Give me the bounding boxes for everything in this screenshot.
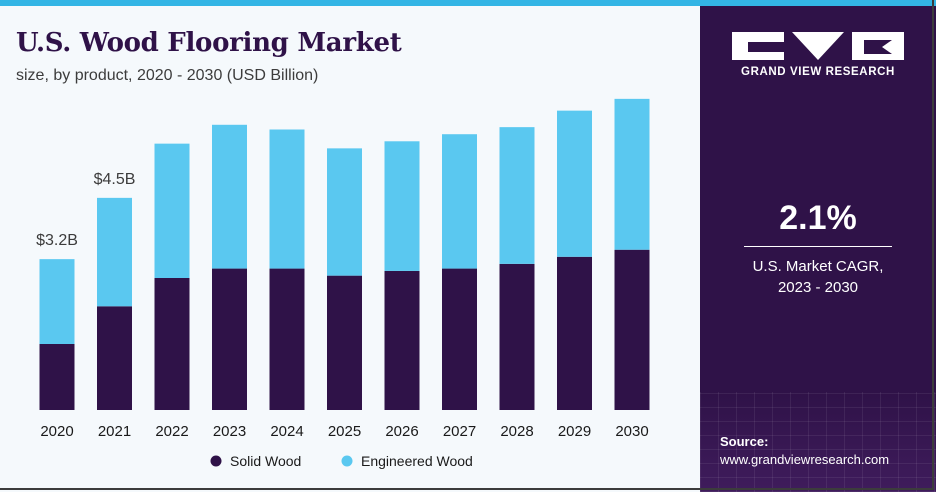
bar-solid-wood-2030 xyxy=(614,249,650,410)
x-tick-label-2020: 2020 xyxy=(40,423,73,440)
bar-engineered-wood-2028 xyxy=(499,127,535,264)
chart-title: U.S. Wood Flooring Market xyxy=(16,28,402,58)
side-panel: GRAND VIEW RESEARCH 2.1% U.S. Market CAG… xyxy=(700,6,936,492)
decorative-grid-floor xyxy=(700,392,936,492)
bar-engineered-wood-2025 xyxy=(327,148,362,276)
bar-engineered-wood-2029 xyxy=(557,110,592,257)
bar-solid-wood-2029 xyxy=(557,256,592,410)
bar-engineered-wood-2027 xyxy=(442,134,477,269)
x-tick-label-2029: 2029 xyxy=(558,423,591,440)
x-tick-label-2023: 2023 xyxy=(213,423,246,440)
bar-solid-wood-2025 xyxy=(327,275,362,410)
data-label-2021: $4.5B xyxy=(94,171,136,188)
bar-engineered-wood-2023 xyxy=(212,124,247,269)
bar-engineered-wood-2022 xyxy=(154,143,190,278)
bar-solid-wood-2022 xyxy=(154,278,190,410)
x-tick-label-2024: 2024 xyxy=(270,423,303,440)
bar-solid-wood-2020 xyxy=(39,344,75,410)
chart-panel: U.S. Wood Flooring Market size, by produ… xyxy=(0,6,700,492)
x-tick-label-2028: 2028 xyxy=(500,423,533,440)
bar-engineered-wood-2026 xyxy=(384,141,420,271)
legend-marker-solid-wood xyxy=(210,455,222,467)
cagr-divider xyxy=(744,246,892,247)
source-url: www.grandviewresearch.com xyxy=(720,452,890,467)
data-label-2020: $3.2B xyxy=(36,232,78,249)
x-tick-label-2021: 2021 xyxy=(98,423,131,440)
legend-label-engineered-wood: Engineered Wood xyxy=(361,453,473,469)
bar-solid-wood-2023 xyxy=(212,268,247,410)
bar-solid-wood-2028 xyxy=(499,263,535,410)
top-accent-strip xyxy=(0,0,936,6)
bar-solid-wood-2021 xyxy=(97,306,132,410)
legend-marker-engineered-wood xyxy=(341,455,353,467)
brand-name: GRAND VIEW RESEARCH xyxy=(741,66,895,78)
x-tick-label-2027: 2027 xyxy=(443,423,476,440)
cagr-label: U.S. Market CAGR, 2023 - 2030 xyxy=(700,256,936,298)
cagr-value: 2.1% xyxy=(779,199,857,237)
chart-subtitle: size, by product, 2020 - 2030 (USD Billi… xyxy=(16,67,319,84)
bar-solid-wood-2026 xyxy=(384,270,420,410)
x-tick-label-2022: 2022 xyxy=(155,423,188,440)
legend-label-solid-wood: Solid Wood xyxy=(230,453,301,469)
cagr-label-line-2: 2023 - 2030 xyxy=(777,279,859,296)
x-tick-label-2026: 2026 xyxy=(385,423,418,440)
grand-view-research-logo xyxy=(732,32,904,60)
x-tick-label-2030: 2030 xyxy=(615,423,648,440)
bar-engineered-wood-2020 xyxy=(39,259,75,344)
x-tick-label-2025: 2025 xyxy=(328,423,361,440)
bar-engineered-wood-2021 xyxy=(97,197,132,307)
bar-engineered-wood-2024 xyxy=(269,129,305,269)
source-label: Source: xyxy=(720,434,769,449)
bar-solid-wood-2024 xyxy=(269,268,305,410)
stacked-bar-chart: 2020 2021 2022 2023 2024 2025 2026 2027 2028 2029… xyxy=(36,98,650,469)
bar-solid-wood-2027 xyxy=(442,268,477,410)
cagr-label-line-1: U.S. Market CAGR, xyxy=(752,258,884,275)
bar-engineered-wood-2030 xyxy=(614,98,650,250)
